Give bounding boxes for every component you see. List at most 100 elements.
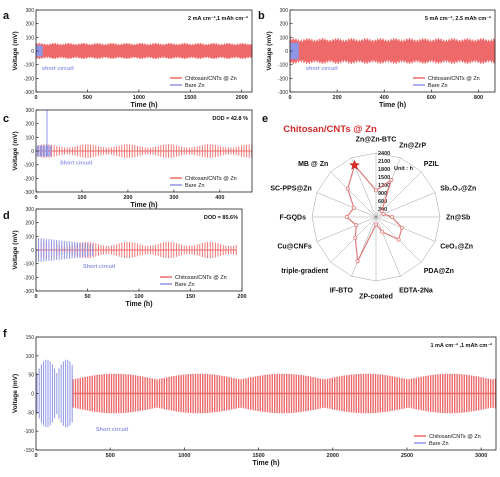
y-tick-label: 0 xyxy=(31,248,34,254)
y-tick-label: 100 xyxy=(26,354,35,360)
x-tick-label: 0 xyxy=(34,195,37,201)
radar-spoke xyxy=(375,157,401,218)
radar-spoke xyxy=(375,216,436,242)
y-tick-label: 100 xyxy=(26,135,35,141)
series-trace xyxy=(289,37,496,65)
radar-category-label: SC-PPS@Zn xyxy=(270,185,311,192)
y-tick-label: 200 xyxy=(26,22,35,28)
radar-point xyxy=(373,222,378,227)
x-tick-label: 100 xyxy=(77,195,86,201)
radar-category-label: PDA@Zn xyxy=(424,268,454,275)
panel-b: b -300 -200 -100 0 100 200 300 0 200 400 600 800 Time… xyxy=(258,8,496,109)
radar-spoke xyxy=(375,171,422,218)
x-tick-label: 0 xyxy=(34,294,37,300)
condition-label: 2 mA cm⁻²,1 mAh cm⁻² xyxy=(188,15,248,22)
y-tick-label: -200 xyxy=(24,76,34,82)
panel-label-e: e xyxy=(262,113,268,125)
x-tick-label: 3000 xyxy=(475,453,487,459)
y-tick-label: -300 xyxy=(24,289,34,295)
radar-category-label: CeO₂@Zn xyxy=(440,244,473,251)
radar-category-label: Sb₂O₃@Zn xyxy=(440,185,476,192)
radar-spoke xyxy=(316,216,377,242)
panel-c: c -300 -200 -100 0 100 200 300 0 100 200 300 400 Time… xyxy=(3,108,253,209)
series-trace xyxy=(35,42,253,60)
radar-unit-label: Unit : h xyxy=(394,166,414,172)
y-tick-label: 100 xyxy=(26,35,35,41)
radar-category-label: Cu@CNFs xyxy=(277,244,312,251)
y-tick-label: -100 xyxy=(24,429,34,435)
series-trace xyxy=(35,144,253,158)
radar-point xyxy=(351,205,356,210)
y-tick-label: 300 xyxy=(280,8,289,14)
condition-label: 5 mA cm⁻², 2.5 mAh cm⁻² xyxy=(425,15,491,22)
radar-point xyxy=(354,223,359,228)
legend-entry: Chitosan/CNTs @ Zn xyxy=(185,76,237,82)
series-chitosan-cnts xyxy=(72,373,497,414)
radar-highlight-title: Chitosan/CNTs @ Zn xyxy=(283,124,377,135)
radar-point xyxy=(373,188,378,193)
x-tick-label: 200 xyxy=(333,95,342,101)
x-tick-label: 500 xyxy=(83,95,92,101)
y-axis-label: Voltage (mV) xyxy=(12,131,19,170)
x-tick-label: 1500 xyxy=(184,95,196,101)
x-tick-label: 50 xyxy=(84,294,90,300)
x-tick-label: 2500 xyxy=(401,453,413,459)
y-axis-label: Voltage (mV) xyxy=(266,31,273,70)
legend-entry: Bare Zn xyxy=(429,441,449,447)
panel-label-b: b xyxy=(258,10,265,22)
radar-spoke xyxy=(351,216,377,277)
series-chitosan-cnts xyxy=(35,144,253,158)
x-tick-label: 0 xyxy=(34,95,37,101)
y-tick-label: -100 xyxy=(24,262,34,268)
x-tick-label: 800 xyxy=(474,95,483,101)
radar-category-label: triple-gradient xyxy=(281,268,329,275)
short-circuit-annotation: short circuit xyxy=(306,66,338,72)
radar-spoke xyxy=(330,171,377,218)
legend-entry: Chitosan/CNTs @ Zn xyxy=(428,76,480,82)
radar-category-label: IF-BTO xyxy=(330,288,354,295)
series-chitosan-cnts xyxy=(35,42,253,60)
radar-spoke xyxy=(330,216,377,263)
condition-label: DOD = 42.8 % xyxy=(212,116,248,122)
y-tick-label: 100 xyxy=(26,234,35,240)
radar-tick-label: 2100 xyxy=(378,159,390,165)
x-axis-label: Time (h) xyxy=(379,102,406,109)
x-tick-label: 150 xyxy=(186,294,195,300)
radar-star-marker xyxy=(349,159,360,170)
series-trace xyxy=(36,359,73,428)
y-axis-label: Voltage (mV) xyxy=(12,230,19,269)
series-chitosan-cnts xyxy=(289,37,496,65)
y-tick-label: -100 xyxy=(24,163,34,169)
radar-category-label: Zn@Sb xyxy=(446,215,470,222)
y-tick-label: -300 xyxy=(278,90,288,96)
y-tick-label: -200 xyxy=(24,275,34,281)
y-tick-label: -100 xyxy=(24,63,34,69)
y-tick-label: -200 xyxy=(278,76,288,82)
y-tick-label: -100 xyxy=(278,63,288,69)
legend-entry: Bare Zn xyxy=(185,183,205,189)
x-axis-label: Time (h) xyxy=(130,202,157,209)
y-tick-label: 200 xyxy=(26,122,35,128)
x-axis-label: Time (h) xyxy=(252,460,279,467)
radar-point xyxy=(399,225,404,230)
series-trace xyxy=(72,373,497,414)
x-tick-label: 300 xyxy=(169,195,178,201)
short-circuit-annotation: Short circuit xyxy=(83,264,116,270)
y-tick-label: -200 xyxy=(24,176,34,182)
condition-label: 1 mA cm⁻² ,1 mAh cm⁻² xyxy=(430,342,492,349)
x-tick-label: 1000 xyxy=(178,453,190,459)
series-bare-zn xyxy=(36,359,73,428)
radar-point xyxy=(345,186,350,191)
panel-label-d: d xyxy=(3,210,10,222)
radar-point xyxy=(389,178,394,183)
radar-tick-label: 2400 xyxy=(378,151,390,157)
y-tick-label: 300 xyxy=(26,207,35,213)
panel-label-a: a xyxy=(3,10,10,22)
radar-point xyxy=(389,214,394,219)
y-tick-label: 0 xyxy=(31,392,34,398)
y-tick-label: 50 xyxy=(28,373,34,379)
legend-entry: Bare Zn xyxy=(175,282,195,288)
radar-tick-label: 1500 xyxy=(378,175,390,181)
